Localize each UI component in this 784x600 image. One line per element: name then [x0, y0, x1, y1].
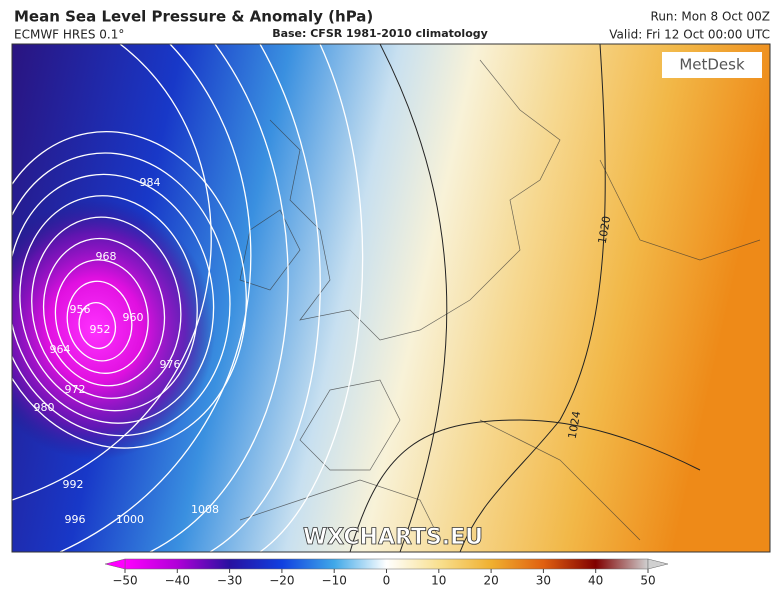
- run: Run: Mon 8 Oct 00Z: [651, 10, 770, 24]
- isobar: [31, 216, 182, 399]
- metdesk-text: MetDesk: [679, 56, 745, 74]
- colorbar: [124, 558, 649, 570]
- watermark: WXCHARTS.EU: [303, 525, 483, 550]
- isobar: [78, 302, 117, 350]
- isobar: [12, 152, 231, 437]
- colorbar-tick-label: −30: [217, 574, 242, 588]
- isobar-label: 952: [90, 323, 111, 336]
- isobar-label: 960: [123, 311, 144, 324]
- isobar: [59, 44, 252, 552]
- isobar-label: 992: [63, 478, 84, 491]
- colorbar-tick-label: −40: [165, 574, 190, 588]
- title: Mean Sea Level Pressure & Anomaly (hPa): [14, 8, 373, 26]
- isobar-label: 956: [70, 303, 91, 316]
- colorbar-tick-label: 20: [483, 574, 498, 588]
- isobar-label: 964: [50, 343, 71, 356]
- colorbar-tick-label: 50: [640, 574, 655, 588]
- isobar-label: 976: [160, 358, 181, 371]
- colorbar-tick-label: −10: [322, 574, 347, 588]
- isobar: [209, 44, 321, 552]
- coastlines: [239, 59, 761, 541]
- isobar: [12, 131, 247, 449]
- isobar-label: 1020: [596, 215, 614, 245]
- isobar-label: 980: [34, 401, 55, 414]
- isobar-label: 1024: [566, 410, 584, 440]
- isobar: [19, 195, 198, 412]
- colorbar-tick-label: −50: [112, 574, 137, 588]
- isobar: [12, 173, 215, 424]
- colorbar-tick-label: 10: [431, 574, 446, 588]
- isobar: [54, 259, 149, 374]
- colorbar-tick-label: 30: [536, 574, 551, 588]
- colorbar-high-end: [647, 558, 669, 570]
- isobar-label: 996: [65, 513, 86, 526]
- colorbar-tick-label: −20: [269, 574, 294, 588]
- colorbar-tick-label: 40: [588, 574, 603, 588]
- isobar: [259, 44, 364, 552]
- isobar-label: 1008: [191, 503, 219, 516]
- colorbar-low-end: [104, 558, 126, 570]
- metdesk-logo: [662, 52, 762, 78]
- isobar-label: 984: [140, 176, 161, 189]
- isobar: [42, 237, 166, 387]
- isobar-label: 968: [96, 250, 117, 263]
- isobar-label: 1000: [116, 513, 144, 526]
- map: 968 984 956 952 960 964 976 972 980 992 996 1000 100…: [12, 44, 770, 552]
- map-frame: [11, 43, 771, 553]
- isobar: [149, 44, 289, 552]
- isobar: [12, 44, 212, 501]
- white-isobars: [12, 44, 364, 552]
- valid: Valid: Fri 12 Oct 00:00 UTC: [609, 28, 770, 42]
- isobar: [66, 280, 133, 362]
- low-anomaly: [12, 200, 215, 460]
- isobar-label: 972: [65, 383, 86, 396]
- black-isobars: [349, 44, 701, 552]
- model: ECMWF HRES 0.1°: [14, 28, 124, 42]
- base: Base: CFSR 1981-2010 climatology: [272, 27, 488, 40]
- colorbar-tick-label: 0: [383, 574, 391, 588]
